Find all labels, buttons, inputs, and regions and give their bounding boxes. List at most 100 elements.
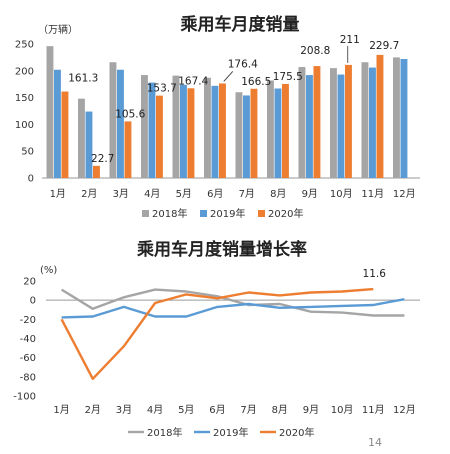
bar-data-label: 161.3 (68, 73, 98, 85)
bar-data-label: 105.6 (115, 108, 145, 120)
line-x-tick-label: 7月 (240, 404, 256, 416)
line-series-2020年 (60, 287, 374, 380)
bar-2019年-1月 (54, 69, 61, 178)
bar-2020年-7月 (250, 88, 258, 178)
bar-2020年-1月 (61, 91, 69, 178)
bar-y-tick-label: 0 (28, 174, 34, 185)
line-x-tick-label: 3月 (116, 404, 132, 416)
line-x-tick-label: 6月 (209, 404, 225, 416)
bar-data-label: 211 (340, 34, 360, 46)
bar-chart-unit: （万辆） (38, 23, 78, 36)
bar-x-tick-label: 6月 (207, 188, 223, 200)
bar-2018年-7月 (235, 92, 243, 178)
line-legend: 2018年 2019年 2020年 (128, 426, 314, 439)
bar-2020年-6月 (219, 83, 226, 178)
bar-2020年-3月 (124, 121, 132, 178)
bar-2018年-10月 (330, 68, 337, 178)
bar-2020年-10月 (345, 64, 352, 178)
bar-x-tick-label: 7月 (239, 188, 255, 200)
line-y-tick-label: -20 (20, 315, 36, 326)
line-x-tick-label: 11月 (362, 404, 385, 416)
bar-data-label: 22.7 (91, 153, 114, 165)
bar-2018年-5月 (172, 75, 180, 178)
bar-data-label: 175.5 (273, 71, 303, 83)
bar-2019年-5月 (180, 84, 187, 178)
line-data-labels: 11.6 (363, 268, 387, 280)
line-x-tick-label: 12月 (393, 404, 416, 416)
bar-legend: 2018年 2019年 2020年 (142, 207, 303, 220)
line-y-tick-label: 0 (30, 296, 36, 307)
bar-2018年-8月 (267, 80, 274, 178)
bar-2018年-9月 (298, 67, 306, 178)
bar-y-axis: 0 50 100 150 200 250 (15, 40, 34, 185)
line-x-tick-labels: 1月 2月 3月 4月 5月 6月 7月 8月 9月 10月 11月 12月 (53, 404, 415, 416)
bar-data-label: 208.8 (300, 45, 330, 57)
bar-legend-swatch (258, 210, 265, 217)
line-y-tick-label: -80 (20, 372, 36, 383)
bar-marks (46, 46, 408, 179)
line-legend-label: 2019年 (213, 426, 248, 439)
bar-y-tick-label: 250 (15, 40, 34, 51)
bar-legend-swatch (142, 210, 149, 217)
page-number: 14 (368, 436, 382, 449)
bar-legend-swatch (200, 210, 207, 217)
bar-x-tick-label: 2月 (81, 188, 97, 200)
bar-2019年-8月 (274, 88, 282, 178)
bar-2019年-10月 (337, 74, 345, 178)
line-x-tick-label: 9月 (303, 404, 319, 416)
line-y-axis: -100 -80 -60 -40 -20 0 20 (13, 277, 36, 403)
bar-2018年-4月 (141, 75, 148, 178)
line-x-tick-label: 2月 (85, 404, 101, 416)
bar-legend-label: 2020年 (268, 207, 303, 220)
bar-data-label: 176.4 (228, 58, 258, 70)
line-chart-unit: (%) (40, 265, 57, 276)
line-series-2019年 (61, 298, 405, 319)
bar-data-label: 166.5 (241, 76, 271, 88)
bar-2019年-11月 (369, 67, 376, 178)
line-x-tick-label: 5月 (178, 404, 194, 416)
bar-2019年-4月 (148, 82, 156, 178)
bar-2019年-3月 (117, 69, 124, 178)
bar-2019年-7月 (243, 95, 250, 178)
bar-x-tick-label: 4月 (144, 188, 160, 200)
bar-2019年-9月 (306, 75, 313, 178)
bar-2018年-12月 (393, 57, 400, 178)
bar-data-label: 167.4 (178, 75, 208, 87)
bar-data-label: 229.7 (369, 40, 399, 52)
bar-2020年-9月 (313, 66, 321, 178)
bar-x-tick-label: 5月 (176, 188, 192, 200)
bar-x-tick-label: 3月 (113, 188, 129, 200)
bar-2020年-11月 (376, 54, 384, 178)
bar-y-tick-label: 100 (15, 120, 34, 131)
line-x-tick-label: 1月 (53, 404, 69, 416)
line-x-tick-label: 8月 (272, 404, 288, 416)
bar-2020年-8月 (282, 83, 289, 178)
bar-2019年-6月 (211, 85, 219, 178)
bar-2020年-2月 (93, 165, 100, 178)
bar-legend-label: 2018年 (152, 207, 187, 220)
line-x-tick-label: 4月 (147, 404, 163, 416)
line-legend-label: 2020年 (279, 426, 314, 439)
bar-2018年-2月 (78, 98, 85, 178)
line-y-tick-label: -100 (13, 392, 36, 403)
bar-label-leader (223, 71, 234, 82)
line-y-tick-label: -40 (20, 334, 36, 345)
line-legend-label: 2018年 (147, 426, 182, 439)
bar-2019年-2月 (85, 111, 93, 178)
bar-y-tick-label: 200 (15, 66, 34, 77)
bar-2020年-5月 (187, 88, 195, 178)
bar-data-label: 153.7 (147, 83, 177, 95)
bar-chart: 乘用车月度销量 （万辆） 0 50 100 150 200 250 161.3 22.7 10… (15, 14, 420, 220)
bar-x-tick-label: 12月 (393, 188, 416, 200)
bar-2018年-11月 (361, 62, 369, 178)
bar-2020年-4月 (156, 95, 163, 178)
line-chart-title: 乘用车月度销量增长率 (136, 239, 307, 260)
bar-legend-label: 2019年 (210, 207, 245, 220)
bar-2019年-12月 (400, 59, 408, 179)
bar-2018年-3月 (109, 62, 117, 178)
bar-x-tick-label: 11月 (361, 188, 384, 200)
bar-2018年-6月 (204, 77, 211, 178)
